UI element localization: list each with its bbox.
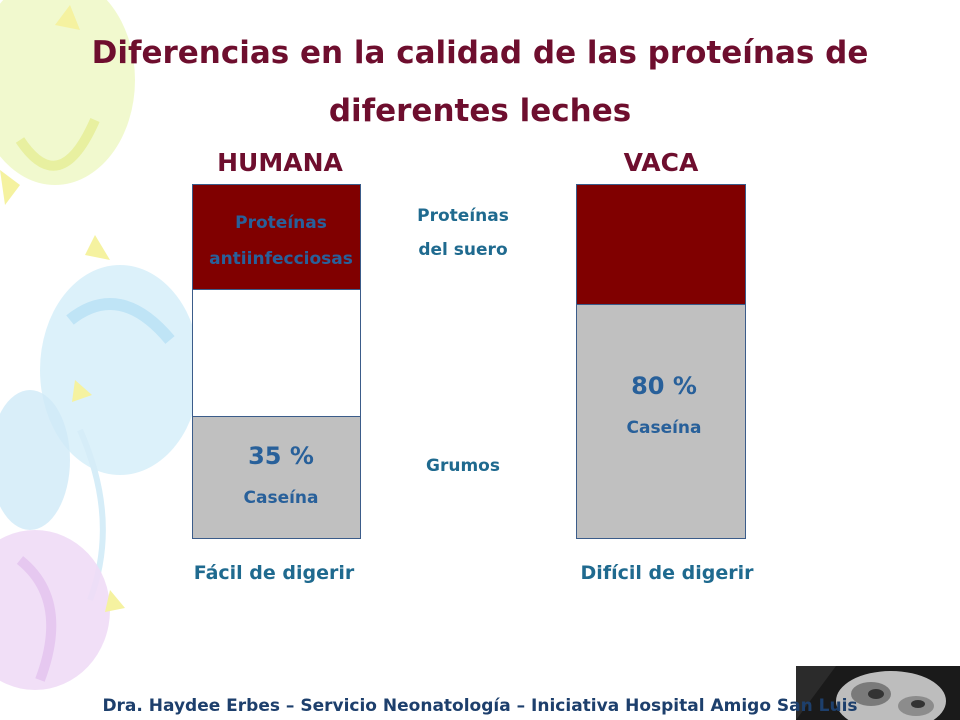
- whey-label: Proteínas del suero: [383, 199, 543, 267]
- human-protein-segment: [193, 185, 360, 289]
- curds-label: Grumos: [426, 456, 500, 476]
- human-digest-caption: Fácil de digerir: [193, 562, 355, 584]
- human-casein-percent: 35 %: [248, 442, 314, 470]
- human-heading: HUMANA: [217, 148, 343, 177]
- cow-digest-caption: Difícil de digerir: [580, 562, 754, 584]
- human-casein-label: Caseína: [243, 488, 319, 508]
- human-protein-label-line2: antiinfecciosas: [209, 249, 353, 269]
- human-casein-segment: [193, 417, 360, 538]
- cow-protein-segment: [577, 185, 745, 304]
- footer-credit: Dra. Haydee Erbes – Servicio Neonatologí…: [102, 696, 858, 716]
- whey-label-line2: del suero: [418, 240, 508, 260]
- cow-casein-label: Caseína: [626, 418, 702, 438]
- baby-photo-icon: [796, 666, 960, 720]
- page-title: Diferencias en la calidad de las proteín…: [0, 24, 960, 140]
- human-milk-bar: [192, 184, 361, 539]
- human-protein-label-line1: Proteínas: [235, 213, 327, 233]
- title-line-2: diferentes leches: [328, 93, 632, 129]
- whey-label-line1: Proteínas: [417, 206, 509, 226]
- cow-casein-segment: [577, 304, 745, 538]
- cow-milk-bar: [576, 184, 746, 539]
- cow-casein-percent: 80 %: [631, 372, 697, 400]
- cow-heading: VACA: [623, 148, 699, 177]
- human-protein-label: Proteínas antiinfecciosas: [196, 205, 366, 277]
- human-empty-segment: [193, 289, 360, 417]
- title-line-1: Diferencias en la calidad de las proteín…: [91, 35, 869, 71]
